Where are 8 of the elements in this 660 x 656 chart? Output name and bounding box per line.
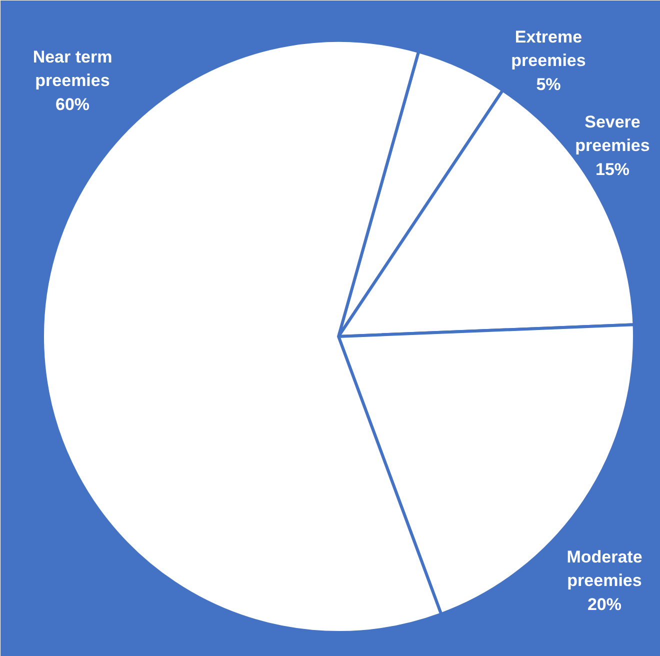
slice-label: Severe preemies: [575, 112, 650, 155]
data-label: 60%: [55, 94, 90, 114]
data-label: 15%: [595, 160, 630, 179]
data-label: 5%: [536, 74, 561, 94]
slice-label: Moderate preemies: [566, 547, 642, 590]
data-label: 20%: [587, 594, 622, 614]
slice-label: Near term preemies: [32, 47, 112, 90]
slice-label: Extreme preemies: [511, 27, 586, 70]
